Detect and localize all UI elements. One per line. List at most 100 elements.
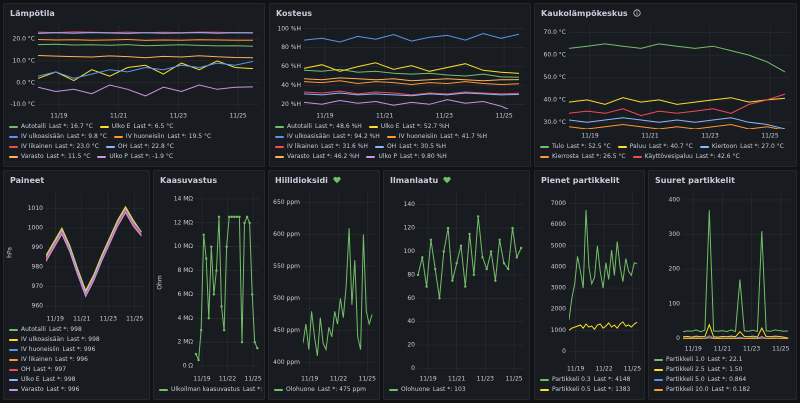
point bbox=[215, 269, 218, 272]
series-line bbox=[304, 92, 520, 97]
legend-name: IV huoneisiin bbox=[125, 133, 165, 140]
legend-item: Partikkeli 0.3 Last *: 4148 bbox=[540, 375, 630, 385]
legend-swatch bbox=[368, 126, 378, 128]
legend-name: Partikkeli 10.0 bbox=[666, 386, 709, 393]
x-tick-label: 11/21 bbox=[110, 113, 127, 120]
legend-item: Autotalli Last *: 48.6 %H bbox=[275, 122, 362, 132]
legend-last: Last *: 0.864 bbox=[707, 376, 747, 383]
series-line bbox=[38, 60, 254, 82]
legend-last: Last *: -1.9 °C bbox=[130, 153, 174, 160]
point bbox=[248, 221, 251, 225]
series-line bbox=[569, 209, 638, 320]
point bbox=[515, 256, 519, 259]
point bbox=[194, 352, 198, 356]
legend-swatch bbox=[366, 156, 376, 158]
y-tick-label: 40 bbox=[407, 318, 415, 325]
series-line bbox=[304, 62, 520, 74]
x-tick-label: 11/22 bbox=[595, 366, 612, 373]
series-line bbox=[569, 117, 786, 129]
legend-name: Paluu bbox=[629, 143, 647, 150]
legend: Olohuone Last *: 475 ppm bbox=[269, 384, 379, 399]
panel-title: Lämpötila bbox=[10, 8, 55, 18]
legend-item: Autotalli Last *: 16.7 °C bbox=[9, 122, 93, 132]
y-tick-label: 30.0 °C bbox=[544, 119, 566, 126]
legend-swatch bbox=[9, 156, 18, 158]
point bbox=[207, 317, 210, 320]
series-line bbox=[38, 38, 253, 41]
y-tick-label: 2000 bbox=[551, 306, 566, 313]
legend-name: Partikkeli 5.0 bbox=[666, 376, 705, 383]
legend-name: Varasto bbox=[21, 386, 44, 393]
x-tick-label: 11/19 bbox=[316, 113, 333, 120]
y-axis-label: hPa bbox=[7, 247, 14, 258]
legend-last: Last *: 46.2 %H bbox=[312, 153, 360, 160]
plot: 0 1000 2000 3000 4000 5000 6000 7000 11/19 11/22 1… bbox=[551, 193, 641, 373]
series-line bbox=[46, 211, 142, 298]
y-tick-label: 100 bbox=[669, 300, 681, 307]
series-line bbox=[569, 97, 786, 105]
legend-last: Last *: 997 bbox=[33, 366, 67, 373]
legend-item: IV huoneisiin Last *: 41.7 %H bbox=[386, 132, 488, 142]
y-tick-label: 8 MΩ bbox=[178, 267, 194, 274]
legend-item: Partikkeli 10.0 Last *: 0.182 bbox=[654, 385, 750, 395]
y-tick-label: 990 bbox=[32, 244, 44, 251]
legend-last: Last *: 52.7 %H bbox=[402, 123, 450, 130]
legend-swatch bbox=[654, 379, 663, 381]
x-tick-label: 11/22 bbox=[219, 376, 236, 383]
x-tick-label: 11/21 bbox=[641, 133, 658, 140]
legend-swatch bbox=[9, 379, 18, 381]
point bbox=[502, 261, 506, 265]
x-tick-label: 11/19 bbox=[301, 376, 318, 383]
legend-name: Autotalli bbox=[21, 123, 46, 130]
x-tick-label: 11/22 bbox=[330, 376, 347, 383]
heart-shape bbox=[333, 176, 341, 184]
panel-title: Suuret partikkelit bbox=[655, 175, 735, 185]
legend-swatch bbox=[699, 146, 709, 148]
series-line bbox=[304, 99, 509, 109]
legend: Autotalli Last *: 16.7 °C Ulko E Last *: 6.… bbox=[4, 121, 264, 166]
legend-swatch bbox=[274, 389, 283, 391]
y-tick-label: 7000 bbox=[551, 200, 566, 207]
heart-shape bbox=[443, 176, 451, 184]
panel: Hiilidioksidi 400 ppm 450 ppm 500 ppm 550 pp… bbox=[268, 170, 380, 400]
legend-item: Varasto Last *: 996 bbox=[9, 385, 79, 395]
y-tick-label: 1000 bbox=[551, 327, 566, 334]
legend-last: Last *: 48.6 %H bbox=[314, 123, 362, 130]
legend-swatch bbox=[9, 389, 18, 391]
legend-last: Last *: 1383 bbox=[593, 386, 631, 393]
heart-icon bbox=[333, 176, 341, 184]
series-line bbox=[304, 77, 520, 82]
legend: Partikkeli 1.0 Last *: 22.1 Partikkeli 2.5… bbox=[649, 354, 796, 399]
legend-name: Partikkeli 2.5 bbox=[666, 366, 705, 373]
panel: Kaasuvastus 0 Ω 2 MΩ 4 MΩ 6 MΩ 8 MΩ 10 MΩ 12 MΩ… bbox=[153, 170, 265, 400]
legend-last: Last *: 0.182 bbox=[711, 386, 751, 393]
legend-name: IV likainen bbox=[21, 356, 53, 363]
y-tick-label: 400 ppm bbox=[273, 359, 300, 366]
legend-swatch bbox=[105, 146, 115, 148]
legend-last: Last *: 9.8 °C bbox=[66, 133, 107, 140]
y-tick-label: 120 bbox=[404, 225, 416, 232]
legend-name: Autotalli bbox=[21, 326, 46, 333]
legend-name: Varasto bbox=[287, 153, 310, 160]
point bbox=[489, 250, 493, 253]
x-tick-label: 11/25 bbox=[495, 113, 512, 120]
y-tick-label: -10.0 °C bbox=[10, 101, 35, 108]
point bbox=[233, 215, 236, 219]
y-tick-label: 6 MΩ bbox=[178, 291, 194, 298]
legend-item: OH Last *: 997 bbox=[9, 365, 66, 375]
legend-name: Ulko E bbox=[21, 376, 40, 383]
point bbox=[472, 273, 476, 277]
series-line bbox=[46, 205, 142, 292]
legend-item: IV ulkoasisään Last *: 94.2 %H bbox=[275, 132, 380, 142]
panel-title: Kaasuvastus bbox=[160, 175, 218, 185]
y-tick-label: 970 bbox=[32, 283, 44, 290]
y-tick-label: 60 bbox=[407, 295, 415, 302]
legend-last: Last *: 41.7 %H bbox=[440, 133, 488, 140]
series-line bbox=[683, 337, 789, 340]
y-axis-label: Ohm bbox=[157, 275, 164, 290]
plot: 30.0 °C 40.0 °C 50.0 °C 60.0 °C 70.0 °C 11/19… bbox=[544, 26, 791, 140]
legend-item: IV likainen Last *: 996 bbox=[9, 355, 88, 365]
x-tick-label: 11/23 bbox=[701, 133, 718, 140]
